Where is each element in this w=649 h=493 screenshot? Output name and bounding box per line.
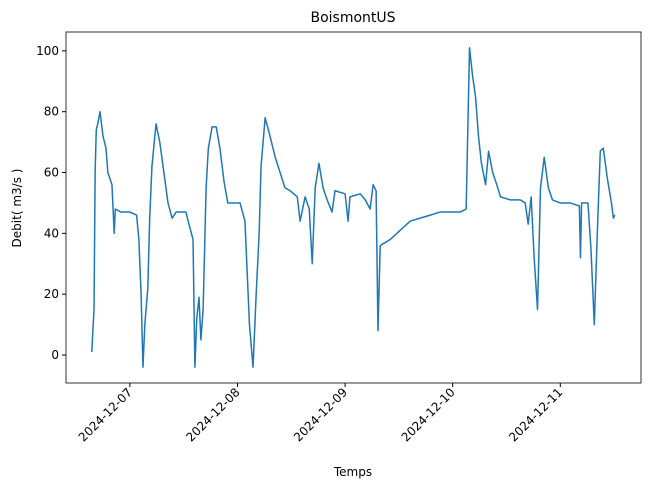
data-line [91,47,616,368]
plot-frame [65,31,642,384]
y-tick-label: 20 [44,287,59,301]
x-tick-label: 2024-12-09 [291,385,350,444]
y-axis-label: Debit( m3/s ) [10,169,24,248]
x-tick-label: 2024-12-08 [183,385,242,444]
chart-title: BoismontUS [310,10,395,26]
y-tick-label: 100 [36,44,59,58]
y-tick-label: 40 [44,226,59,240]
y-tick-label: 60 [44,166,59,180]
x-tick-label: 2024-12-10 [399,385,458,444]
y-tick-label: 80 [44,105,59,119]
x-tick-label: 2024-12-11 [506,385,565,444]
x-axis-label: Temps [333,465,372,479]
y-tick-label: 0 [51,348,59,362]
x-tick-label: 2024-12-07 [76,385,135,444]
